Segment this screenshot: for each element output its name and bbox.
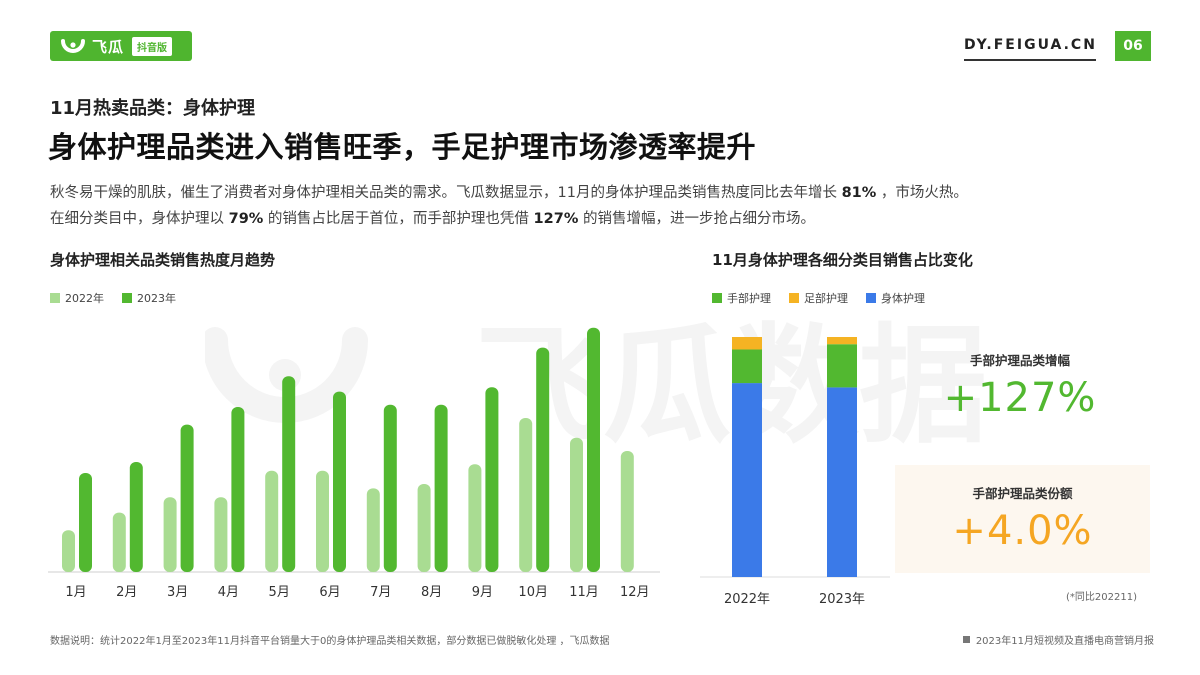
para-highlight: 81% [841, 185, 877, 201]
stack-hand-2 [827, 344, 857, 388]
growth-callout-value: +127% [943, 375, 1097, 421]
bar-2022-12 [620, 451, 634, 572]
legend-label-2022: 2022年 [65, 292, 104, 305]
stack-body-1 [732, 383, 762, 577]
bar-2022-11 [570, 437, 583, 572]
bar-2023-5 [282, 376, 296, 572]
watermark: 飞瓜数据 [205, 312, 985, 450]
legend-label-2023: 2023年 [137, 292, 176, 305]
x-tick-label: 9月 [472, 585, 493, 600]
bar-2022-8 [417, 484, 431, 572]
category-share-chart: 2022年 2023年 [700, 337, 890, 607]
comparison-note: (*同比202211) [1066, 592, 1137, 603]
stack-hand-1 [732, 349, 762, 384]
para-highlight: 127% [533, 211, 579, 227]
chart2-legend: 手部护理 足部护理 身体护理 [712, 290, 943, 306]
chart2-title: 11月身体护理各细分类目销售占比变化 [712, 251, 973, 269]
para-text: 的销售增幅，进一步抢占细分市场。 [578, 211, 815, 227]
x-tick-label: 3月 [167, 585, 188, 600]
bar-2022-2 [112, 512, 126, 572]
bar-2022-3 [163, 497, 177, 572]
x-tick-label: 10月 [518, 585, 548, 600]
legend-swatch-2022 [50, 293, 60, 303]
bar-2022-4 [214, 497, 228, 572]
bar-2023-10 [536, 347, 550, 572]
legend-swatch-foot [789, 293, 799, 303]
legend-swatch-body [866, 293, 876, 303]
para-text: 在细分类目中，身体护理以 [50, 211, 229, 227]
x-tick-label: 5月 [269, 585, 290, 600]
melon-logo-icon [61, 39, 85, 53]
bar-2022-7 [366, 488, 380, 572]
chart1-title: 身体护理相关品类销售热度月趋势 [50, 251, 276, 269]
page-title: 身体护理品类进入销售旺季，手足护理市场渗透率提升 [48, 130, 757, 164]
share-callout-label: 手部护理品类份额 [972, 486, 1073, 501]
x-tick-label: 7月 [370, 585, 391, 600]
bar-2022-9 [468, 464, 482, 572]
bar-2023-1 [79, 473, 92, 572]
stack-foot-1 [732, 337, 762, 350]
data-source-note: 数据说明：统计2022年1月至2023年11月抖音平台销量大于0的身体护理品类相… [50, 636, 610, 647]
square-icon [962, 636, 970, 643]
report-name-text: 2023年11月短视频及直播电商营销月报 [975, 636, 1154, 647]
x-tick-label: 2023年 [819, 592, 865, 607]
legend-label-hand: 手部护理 [727, 292, 771, 305]
monthly-trend-chart: 1月 2月 3月 4月 5月 6月 7月 8月 9月 10月 11月 12月 [48, 327, 660, 600]
x-tick-label: 8月 [421, 585, 442, 600]
para-highlight: 79% [228, 211, 264, 227]
legend-label-body: 身体护理 [881, 292, 925, 305]
x-tick-label: 6月 [319, 585, 340, 600]
growth-callout: 手部护理品类增幅 +127% [905, 350, 1135, 421]
bar-2023-8 [434, 404, 448, 572]
bar-2022-5 [265, 470, 279, 572]
bar-2023-3 [180, 424, 194, 572]
bar-2022-1 [62, 530, 75, 572]
legend-swatch-hand [712, 293, 722, 303]
brand-badge: 抖音版 [132, 36, 173, 56]
x-tick-label: 1月 [65, 585, 86, 600]
share-callout: 手部护理品类份额 +4.0% [895, 465, 1150, 573]
para-text: 秋冬易干燥的肌肤，催生了消费者对身体护理相关品类的需求。飞瓜数据显示，11月的身… [50, 185, 842, 201]
bar-2023-7 [383, 404, 397, 572]
stack-body-2 [827, 387, 857, 577]
section-label: 11月热卖品类：身体护理 [50, 98, 256, 119]
para-text: 的销售占比居于首位，而手部护理也凭借 [263, 211, 534, 227]
para-text: ，市场火热。 [876, 185, 968, 201]
bar-2023-9 [485, 387, 499, 572]
x-tick-label: 11月 [569, 585, 599, 600]
x-tick-label: 4月 [218, 585, 239, 600]
brand-logo: 飞瓜 抖音版 [50, 31, 192, 61]
x-tick-label: 2月 [116, 585, 137, 600]
bar-2023-11 [587, 327, 600, 572]
report-name: 2023年11月短视频及直播电商营销月报 [962, 632, 1154, 647]
legend-label-foot: 足部护理 [804, 292, 848, 305]
bar-2023-4 [231, 407, 245, 572]
stack-foot-2 [827, 337, 857, 345]
bar-2023-2 [129, 462, 143, 572]
legend-swatch-2023 [122, 293, 132, 303]
bar-2022-10 [519, 418, 533, 572]
site-underline [964, 59, 1096, 61]
watermark-text: 飞瓜数据 [475, 312, 985, 450]
share-callout-value: +4.0% [952, 508, 1093, 554]
x-tick-label: 2022年 [724, 592, 770, 607]
brand-name: 飞瓜 [92, 37, 125, 56]
site-url[interactable]: DY.FEIGUA.CN [964, 37, 1097, 53]
growth-callout-label: 手部护理品类增幅 [969, 353, 1070, 368]
chart1-legend: 2022年 2023年 [50, 290, 194, 306]
page-number: 06 [1115, 31, 1151, 61]
summary-paragraph: 秋冬易干燥的肌肤，催生了消费者对身体护理相关品类的需求。飞瓜数据显示，11月的身… [50, 180, 1170, 232]
x-tick-label: 12月 [620, 585, 650, 600]
bar-2023-6 [333, 391, 346, 572]
bar-2022-6 [316, 470, 329, 572]
